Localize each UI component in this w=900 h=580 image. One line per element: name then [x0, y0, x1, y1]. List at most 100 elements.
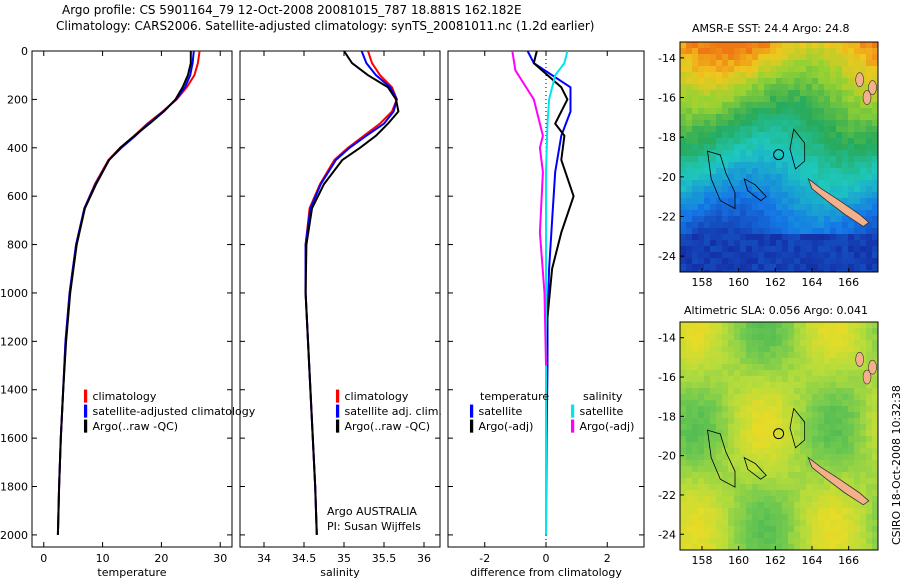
map-cell	[698, 96, 705, 103]
map-cell	[794, 180, 801, 187]
map-cell	[740, 370, 747, 377]
map-cell	[872, 198, 878, 205]
map-cell	[680, 520, 687, 527]
map-cell	[770, 448, 777, 455]
map-cell	[854, 246, 861, 253]
x-tick-label: 36	[417, 552, 431, 565]
map-cell	[704, 222, 711, 229]
map-cell	[824, 150, 831, 157]
map-cell	[704, 514, 711, 521]
map-cell	[824, 96, 831, 103]
map-cell	[770, 186, 777, 193]
map-cell	[722, 252, 729, 259]
map-cell	[686, 466, 693, 473]
map-cell	[734, 216, 741, 223]
map-cells	[680, 322, 878, 550]
map-cell	[836, 454, 843, 461]
map-cell	[860, 334, 867, 341]
map-cell	[710, 478, 717, 485]
map-cell	[716, 496, 723, 503]
map-cell	[692, 346, 699, 353]
map-cell	[710, 334, 717, 341]
map-cell	[842, 60, 849, 67]
map-cell	[704, 90, 711, 97]
map-cell	[842, 532, 849, 539]
map-cell	[830, 150, 837, 157]
map-cell	[866, 442, 873, 449]
map-cell	[716, 72, 723, 79]
map-cell	[692, 42, 699, 49]
map-cell	[698, 352, 705, 359]
map-cell	[692, 412, 699, 419]
map-cell	[800, 364, 807, 371]
map-cell	[764, 454, 771, 461]
map-cell	[854, 138, 861, 145]
map-cell	[830, 120, 837, 127]
map-cell	[776, 400, 783, 407]
map-cell	[716, 228, 723, 235]
map-cell	[728, 376, 735, 383]
map-cell	[824, 72, 831, 79]
map-cell	[848, 162, 855, 169]
map-cell	[722, 322, 729, 329]
map-cell	[806, 370, 813, 377]
map-cell	[740, 346, 747, 353]
map-cell	[734, 358, 741, 365]
map-cell	[758, 322, 765, 329]
map-cell	[692, 102, 699, 109]
map-cell	[812, 514, 819, 521]
map-cell	[836, 114, 843, 121]
legend-salinity-title: salinity	[583, 390, 623, 403]
map-cell	[860, 180, 867, 187]
map-cell	[686, 502, 693, 509]
map-cell	[716, 358, 723, 365]
map-cell	[830, 138, 837, 145]
map-cell	[722, 520, 729, 527]
map-cell	[794, 114, 801, 121]
map-cell	[812, 234, 819, 241]
map-cell	[764, 346, 771, 353]
map-x-tick-label: 162	[765, 554, 786, 567]
map-cell	[872, 186, 878, 193]
map-cell	[698, 496, 705, 503]
map-y-tick-label: -24	[658, 528, 676, 541]
map-cell	[776, 174, 783, 181]
map-cell	[752, 192, 759, 199]
map-cell	[680, 442, 687, 449]
map-cell	[680, 544, 687, 550]
map-cell	[692, 132, 699, 139]
map-cell	[680, 102, 687, 109]
map-cell	[788, 346, 795, 353]
map-cell	[854, 180, 861, 187]
map-cell	[680, 204, 687, 211]
map-cell	[698, 484, 705, 491]
map-cell	[782, 406, 789, 413]
map-cell	[704, 388, 711, 395]
map-cell	[716, 216, 723, 223]
map-cell	[818, 526, 825, 533]
map-cell	[704, 532, 711, 539]
map-cell	[734, 78, 741, 85]
map-cell	[854, 84, 861, 91]
map-cell	[692, 78, 699, 85]
map-cell	[824, 514, 831, 521]
map-cell	[776, 394, 783, 401]
map-cell	[800, 340, 807, 347]
map-cell	[758, 84, 765, 91]
map-cell	[812, 328, 819, 335]
map-cell	[872, 436, 878, 443]
map-cell	[758, 424, 765, 431]
map-cell	[740, 174, 747, 181]
map-cell	[872, 120, 878, 127]
map-cell	[770, 520, 777, 527]
map-cell	[758, 228, 765, 235]
map-cell	[776, 412, 783, 419]
map-cell	[746, 436, 753, 443]
map-cell	[788, 490, 795, 497]
map-cell	[710, 448, 717, 455]
map-cell	[854, 328, 861, 335]
map-cell	[716, 102, 723, 109]
map-cell	[722, 210, 729, 217]
map-cell	[866, 222, 873, 229]
map-cell	[800, 108, 807, 115]
